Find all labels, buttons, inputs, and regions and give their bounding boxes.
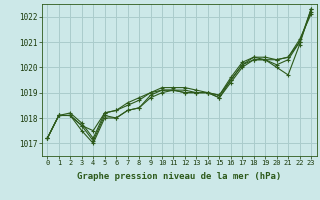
- X-axis label: Graphe pression niveau de la mer (hPa): Graphe pression niveau de la mer (hPa): [77, 172, 281, 181]
